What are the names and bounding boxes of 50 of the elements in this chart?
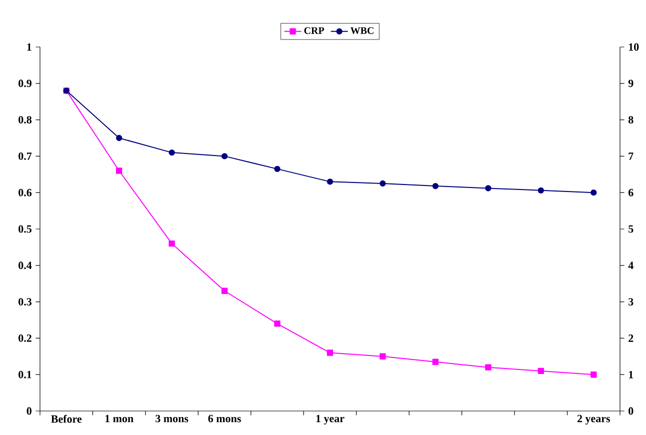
point [326,178,334,185]
y-tick-label: 0 [26,407,32,415]
y2-tick-label: 9 [628,80,634,88]
y2-tick-label: 6 [628,188,634,196]
y-tick-label: 0.8 [18,116,32,124]
point [485,185,492,192]
point [221,288,228,294]
point [274,166,280,172]
point [590,372,597,378]
x-tick-label: 3 mons [156,414,188,422]
point [380,180,386,187]
point [485,364,492,370]
x-tick-label: 6 mons [208,414,241,422]
y2-tick-label: 3 [628,298,634,306]
y-tick-label: 0.2 [18,334,32,342]
point [116,168,122,174]
y-tick-label: 0.4 [18,262,32,270]
point [432,358,439,365]
y2-tick-label: 8 [628,116,634,124]
y2-tick-label: 4 [628,262,634,270]
point [590,190,597,196]
y-tick-label: 0.3 [18,298,32,306]
point [326,350,334,356]
y2-tick-label: 10 [629,43,639,51]
point [274,320,280,327]
point [168,240,175,247]
y-tick-label: 0.6 [18,188,32,196]
y2-tick-label: 2 [628,334,634,342]
y2-tick-label: 0 [628,407,634,415]
y2-tick-label: 7 [628,152,634,160]
x-tick-label: Before [51,414,82,423]
point [380,353,386,360]
point [538,368,544,374]
y-tick-label: 0.9 [18,80,32,88]
y2-tick-label: 1 [629,370,634,378]
point [221,153,228,160]
y-tick-label: 1 [27,43,32,51]
y-tick-label: 0.5 [18,225,32,233]
x-tick-label: 1 mon [105,414,134,422]
x-tick-label: 1 year [316,414,344,424]
point [538,187,544,194]
point [168,149,175,156]
point [116,134,122,142]
y-tick-label: 0.1 [18,370,32,378]
legend-label: WBC [350,27,374,34]
legend-label: CRP [304,27,324,34]
y-tick-label: 0.7 [18,152,32,160]
point [432,182,439,190]
x-tick-label: 2 years [577,414,610,425]
y2-tick-label: 5 [628,225,634,233]
